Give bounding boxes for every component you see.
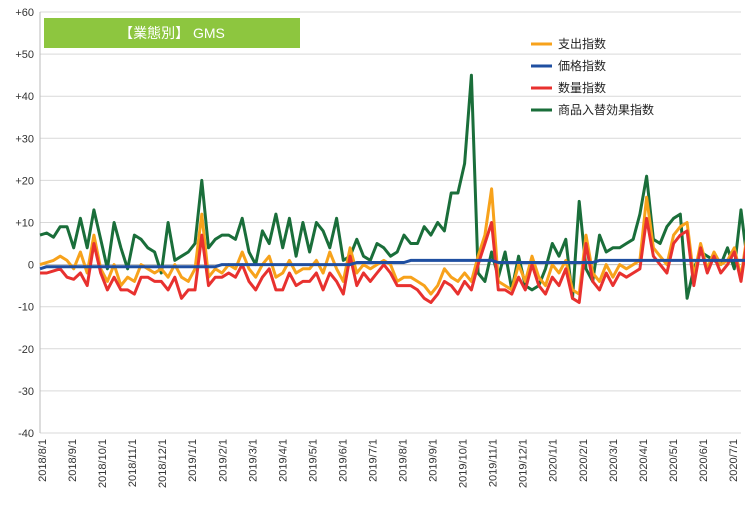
- x-tick-label-group: 2019/4/1: [277, 439, 289, 482]
- x-tick-label-group: 2019/10/1: [458, 439, 470, 488]
- x-tick-label-group: 2020/5/1: [668, 439, 680, 482]
- y-axis-tick-labels: +60 +50 +40 +30 +20 +10 0 -10 -20 -30 -40: [15, 7, 34, 440]
- x-tick-label-group: 2018/12/1: [157, 439, 169, 488]
- x-tick-label-group: 2020/1/1: [548, 439, 560, 482]
- legend-label: 価格指数: [558, 58, 606, 73]
- x-tick-label: 2019/7/1: [367, 439, 379, 482]
- y-tick-label: -30: [18, 386, 34, 398]
- grid-lines: [39, 11, 741, 434]
- chart-title: 【業態別】 GMS: [119, 25, 225, 41]
- x-tick-label-group: 2018/10/1: [97, 439, 109, 488]
- plot-area: [39, 73, 745, 304]
- x-tick-label: 2020/6/1: [698, 439, 710, 482]
- x-tick-label: 2019/10/1: [458, 439, 470, 488]
- x-tick-label-group: 2019/1/1: [187, 439, 199, 482]
- x-tick-label-group: 2019/2/1: [217, 439, 229, 482]
- series-line-1: [39, 258, 745, 271]
- y-tick-label: +20: [15, 175, 34, 187]
- x-tick-label: 2020/2/1: [578, 439, 590, 482]
- series-line-0: [39, 187, 745, 296]
- y-tick-label: +10: [15, 218, 34, 230]
- y-tick-label: -10: [18, 302, 34, 314]
- title-box: [44, 18, 300, 48]
- x-tick-label: 2018/10/1: [97, 439, 109, 488]
- x-tick-label-group: 2019/5/1: [307, 439, 319, 482]
- y-tick-label: +50: [15, 49, 34, 61]
- x-tick-label-group: 2018/8/1: [37, 439, 49, 482]
- x-tick-label-group: 2020/4/1: [638, 439, 650, 482]
- legend-label: 数量指数: [558, 80, 606, 95]
- x-tick-label-group: 2019/9/1: [428, 439, 440, 482]
- x-tick-label: 2019/8/1: [398, 439, 410, 482]
- y-tick-label: 0: [28, 260, 34, 272]
- x-tick-label-group: 2019/8/1: [398, 439, 410, 482]
- x-tick-label-group: 2019/3/1: [247, 439, 259, 482]
- y-tick-label: +40: [15, 91, 34, 103]
- x-tick-label: 2020/1/1: [548, 439, 560, 482]
- x-tick-label-group: 2018/9/1: [67, 439, 79, 482]
- x-tick-label-group: 2019/7/1: [367, 439, 379, 482]
- x-tick-label: 2020/5/1: [668, 439, 680, 482]
- x-tick-label: 2019/6/1: [337, 439, 349, 482]
- x-tick-label: 2020/3/1: [608, 439, 620, 482]
- x-tick-label: 2019/11/1: [488, 439, 500, 487]
- y-tick-label: -40: [18, 428, 34, 440]
- x-tick-label-group: 2020/3/1: [608, 439, 620, 482]
- x-tick-label: 2018/8/1: [37, 439, 49, 482]
- x-tick-label: 2019/3/1: [247, 439, 259, 482]
- x-tick-label-group: 2020/7/1: [728, 439, 740, 482]
- x-tick-label-group: 2019/12/1: [518, 439, 530, 488]
- legend-label: 支出指数: [558, 36, 606, 51]
- x-tick-label: 2019/12/1: [518, 439, 530, 488]
- x-tick-label: 2018/12/1: [157, 439, 169, 488]
- x-tick-label: 2018/11/1: [127, 439, 139, 487]
- x-tick-label-group: 2020/6/1: [698, 439, 710, 482]
- y-tick-label: +60: [15, 7, 34, 19]
- x-tick-label: 2020/4/1: [638, 439, 650, 482]
- x-tick-label: 2018/9/1: [67, 439, 79, 482]
- y-tick-label: -20: [18, 344, 34, 356]
- legend-label: 商品入替効果指数: [558, 102, 654, 117]
- x-tick-label-group: 2020/2/1: [578, 439, 590, 482]
- x-tick-label: 2019/9/1: [428, 439, 440, 482]
- x-tick-label: 2019/1/1: [187, 439, 199, 482]
- x-tick-label: 2019/2/1: [217, 439, 229, 482]
- x-tick-label: 2019/4/1: [277, 439, 289, 482]
- y-tick-label: +30: [15, 133, 34, 145]
- x-tick-label: 2020/7/1: [728, 439, 740, 482]
- x-tick-label: 2019/5/1: [307, 439, 319, 482]
- x-tick-label-group: 2019/11/1: [488, 439, 500, 487]
- x-tick-label-group: 2019/6/1: [337, 439, 349, 482]
- x-tick-label-group: 2018/11/1: [127, 439, 139, 487]
- x-axis-tick-labels: 2018/8/1 2018/9/1 2018/10/1 2018/11/1 2018/1…: [37, 439, 740, 488]
